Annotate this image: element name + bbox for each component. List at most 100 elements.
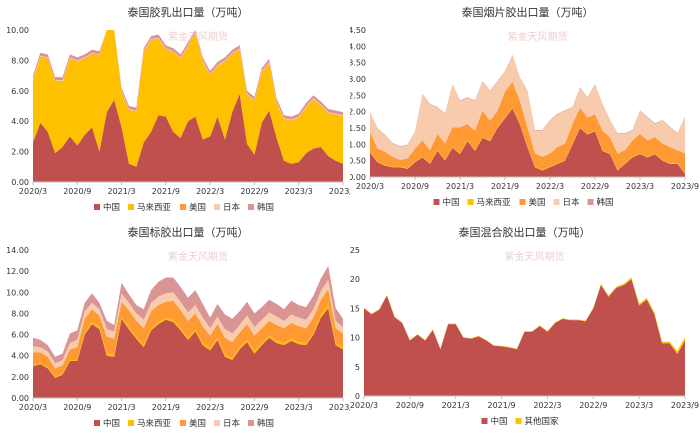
- area-series-0: [370, 108, 685, 177]
- x-tick-label: 2022/9: [240, 187, 268, 196]
- y-tick-label: 15: [350, 304, 360, 313]
- legend-swatch: [214, 420, 220, 426]
- watermark-text: 紫金天风期货: [168, 250, 228, 263]
- chart-mixed-rubber-export: 泰国混合胶出口量（万吨） 紫金天风期货 0 5 10 15 20 25 2020/3 2020/9…: [350, 225, 699, 427]
- y-tick-label: 0.00: [350, 173, 366, 182]
- area-series-1: [370, 107, 685, 174]
- legend-label: 韩国: [257, 418, 274, 429]
- legend-swatch: [587, 199, 594, 205]
- chart-latex-export: 泰国胶乳出口量（万吨） 紫金天风期货 0.00 2.00 4.00 6.00 8.00 10.…: [6, 5, 350, 213]
- x-tick-label: 2020/9: [63, 187, 91, 196]
- y-tick-label: 14.00: [6, 246, 29, 255]
- x-tick-label: 2023/9: [329, 403, 350, 412]
- legend-swatch: [553, 199, 560, 205]
- x-tick-label: 2020/3: [356, 182, 384, 191]
- legend-swatch: [248, 204, 254, 210]
- x-tick-label: 2022/9: [581, 182, 609, 191]
- y-tick-label: 2.00: [350, 108, 366, 117]
- legend-label: 马来西亚: [137, 203, 172, 213]
- area-series-4: [33, 265, 343, 364]
- x-tick-label: 2021/3: [107, 187, 135, 196]
- chart-smoked-sheet-export: 泰国烟片胶出口量（万吨） 紫金天风期货 0.00 0.50 1.00 1.50 2.00 2.…: [350, 5, 699, 208]
- area-series-2: [33, 289, 343, 377]
- x-tick-label: 2023/3: [626, 182, 654, 191]
- chart-title: 泰国混合胶出口量（万吨）: [459, 225, 591, 239]
- x-tick-label: 2023/9: [671, 182, 699, 191]
- y-tick-label: 10.00: [6, 288, 29, 297]
- legend-label: 日本: [563, 197, 581, 208]
- y-tick-label: 3.00: [350, 75, 366, 84]
- legend-label: 日本: [223, 418, 241, 429]
- x-tick-label: 2021/9: [152, 403, 180, 412]
- x-tick-label: 2022/3: [196, 187, 224, 196]
- y-tick-label: 25: [350, 246, 360, 255]
- x-tick-label: 2020/3: [19, 187, 47, 196]
- area-series-0: [33, 308, 343, 398]
- y-tick-label: 10.00: [6, 26, 29, 35]
- y-tick-label: 2.50: [350, 91, 366, 100]
- x-tick-label: 2023/9: [329, 187, 350, 196]
- legend-label: 中国: [491, 416, 508, 427]
- x-tick-label: 2023/9: [671, 401, 699, 410]
- y-tick-label: 0.00: [11, 394, 29, 403]
- y-tick-label: 0.00: [11, 178, 29, 187]
- x-tick-label: 2020/9: [396, 401, 424, 410]
- watermark-text: 紫金天风期货: [508, 30, 568, 43]
- legend-label: 日本: [223, 202, 241, 213]
- chart-title: 泰国胶乳出口量（万吨）: [128, 5, 249, 19]
- legend-swatch: [519, 199, 526, 205]
- y-tick-label: 12.00: [6, 267, 29, 276]
- legend-label: 中国: [103, 202, 120, 213]
- legend-label: 其他国家: [525, 416, 560, 427]
- y-tick-label: 20: [350, 275, 360, 284]
- legend-swatch: [128, 420, 134, 426]
- area-series-2: [370, 81, 685, 174]
- y-tick-label: 0: [355, 392, 360, 401]
- legend-swatch: [467, 199, 474, 205]
- x-tick-label: 2021/9: [152, 187, 180, 196]
- y-tick-label: 8.00: [11, 309, 29, 318]
- x-tick-label: 2020/9: [63, 403, 91, 412]
- area-series-0: [364, 279, 685, 396]
- legend-label: 美国: [529, 197, 546, 208]
- y-tick-label: 2.00: [11, 373, 29, 382]
- legend-swatch: [180, 204, 186, 210]
- x-tick-label: 2022/9: [579, 401, 607, 410]
- y-tick-label: 1.50: [350, 124, 366, 133]
- x-tick-label: 2021/9: [491, 182, 519, 191]
- x-tick-label: 2023/3: [285, 187, 313, 196]
- x-tick-label: 2022/9: [240, 403, 268, 412]
- watermark-text: 紫金天风期货: [168, 30, 228, 43]
- legend-swatch: [433, 199, 440, 205]
- x-tick-label: 2023/3: [625, 401, 653, 410]
- y-tick-label: 4.00: [11, 117, 29, 126]
- legend-swatch: [214, 204, 220, 210]
- legend-swatch: [128, 204, 134, 210]
- legend-label: 美国: [189, 202, 206, 213]
- y-tick-label: 6.00: [11, 331, 29, 340]
- legend-swatch: [481, 418, 488, 424]
- y-tick-label: 8.00: [11, 56, 29, 65]
- area-series-3: [370, 55, 685, 161]
- area-series-0: [33, 93, 343, 182]
- x-tick-label: 2020/9: [401, 182, 429, 191]
- legend-swatch: [515, 418, 522, 424]
- legend-label: 韩国: [597, 197, 614, 208]
- y-tick-label: 4.00: [350, 42, 366, 51]
- area-series-3: [33, 279, 343, 369]
- y-tick-label: 3.50: [350, 59, 366, 68]
- legend-label: 马来西亚: [137, 419, 172, 429]
- y-tick-label: 6.00: [11, 87, 29, 96]
- x-tick-label: 2022/3: [536, 182, 564, 191]
- x-tick-label: 2022/3: [196, 403, 224, 412]
- legend-swatch: [94, 420, 100, 426]
- legend-label: 韩国: [257, 202, 274, 213]
- legend-swatch: [180, 420, 186, 426]
- y-tick-label: 10: [350, 334, 360, 343]
- x-tick-label: 2020/3: [350, 401, 378, 410]
- area-series-1: [33, 30, 343, 167]
- legend-label: 美国: [189, 418, 206, 429]
- chart-title: 泰国烟片胶出口量（万吨）: [462, 5, 594, 19]
- x-tick-label: 2021/3: [107, 403, 135, 412]
